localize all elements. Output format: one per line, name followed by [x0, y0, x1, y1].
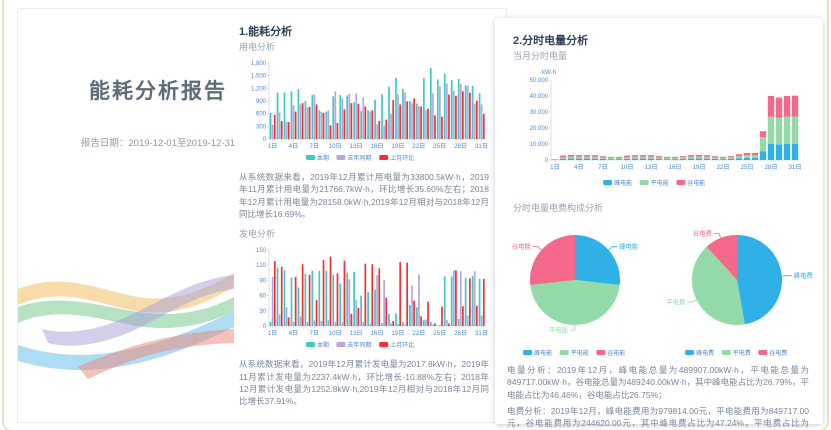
svg-text:本期: 本期 — [317, 154, 329, 162]
svg-text:19日: 19日 — [391, 330, 404, 337]
svg-text:28日: 28日 — [454, 143, 467, 150]
svg-text:19日: 19日 — [692, 164, 705, 171]
usage-analysis-text: 从系统数据来看，2019年12月累计用电量为33800.5kW·h，2019年1… — [239, 172, 489, 219]
svg-text:0: 0 — [545, 158, 549, 164]
svg-text:4日: 4日 — [289, 143, 299, 150]
svg-text:平电能: 平电能 — [571, 349, 589, 357]
svg-text:120: 120 — [256, 263, 267, 269]
section1-heading: 1.能耗分析 — [239, 26, 293, 38]
svg-text:10日: 10日 — [329, 143, 342, 150]
svg-text:峰电费: 峰电费 — [794, 271, 813, 280]
svg-text:7日: 7日 — [309, 143, 319, 150]
svg-text:7日: 7日 — [598, 164, 608, 171]
report-title: 能耗分析报告 — [89, 80, 227, 103]
svg-text:28日: 28日 — [454, 330, 467, 337]
svg-text:平电能: 平电能 — [651, 179, 669, 187]
svg-text:峰电能: 峰电能 — [614, 179, 632, 187]
svg-text:平电能: 平电能 — [549, 325, 569, 334]
svg-text:150: 150 — [256, 248, 267, 254]
svg-text:13日: 13日 — [350, 143, 363, 150]
usage-chart-label: 用电分析 — [239, 42, 276, 52]
generation-chart-label: 发电分析 — [239, 229, 276, 240]
svg-text:1,200: 1,200 — [251, 86, 267, 92]
svg-text:13日: 13日 — [644, 164, 657, 171]
svg-text:10日: 10日 — [620, 164, 633, 171]
svg-text:谷电能: 谷电能 — [687, 179, 705, 187]
svg-text:4日: 4日 — [289, 330, 299, 337]
svg-text:22日: 22日 — [716, 164, 729, 171]
svg-text:峰电费: 峰电费 — [696, 349, 714, 357]
svg-text:去年同期: 去年同期 — [347, 341, 371, 349]
pies-label: 分时电量电费构成分析 — [513, 203, 604, 213]
section-tou-analysis: 2.分时电量分析 当月分时电量 0 10,000 20,000 30,000 40,00… — [495, 18, 823, 430]
svg-text:22日: 22日 — [412, 330, 425, 337]
decorative-ribbons — [18, 273, 234, 379]
section-energy-analysis: 1.能耗分析 用电分析 0 300 600 900 1,200 1,500 1,800 1日 4… — [239, 25, 495, 408]
svg-text:25日: 25日 — [433, 330, 446, 337]
svg-text:31日: 31日 — [475, 330, 488, 337]
svg-text:本期: 本期 — [317, 341, 329, 349]
svg-text:4日: 4日 — [574, 164, 584, 171]
svg-text:1,500: 1,500 — [251, 74, 267, 80]
svg-text:7日: 7日 — [309, 330, 319, 337]
svg-text:0: 0 — [263, 324, 267, 330]
energy-analysis-text: 电量分析：2019年12月，峰电能总量为489907.00kW·h，平电能总量为… — [507, 365, 809, 400]
svg-text:10,000: 10,000 — [530, 142, 549, 148]
svg-text:25日: 25日 — [740, 164, 753, 171]
svg-text:去年同期: 去年同期 — [347, 154, 371, 162]
svg-text:60: 60 — [259, 294, 266, 300]
svg-text:300: 300 — [256, 124, 267, 130]
svg-text:20,000: 20,000 — [530, 126, 549, 132]
svg-text:kW·h: kW·h — [542, 70, 556, 76]
report-page-2: 2.分时电量分析 当月分时电量 0 10,000 20,000 30,000 40,00… — [495, 18, 823, 428]
usage-bar-chart: 0 300 600 900 1,200 1,500 1,800 1日 4日 7日 10日 13日 16日… — [251, 61, 488, 162]
svg-text:谷电费: 谷电费 — [693, 228, 712, 237]
svg-text:上月环比: 上月环比 — [390, 154, 414, 162]
fee-analysis-text: 电费分析：2019年12月，峰电能费用为979814.00元，平电能费用为849… — [507, 405, 809, 429]
svg-text:平电费: 平电费 — [733, 349, 751, 357]
svg-text:16日: 16日 — [370, 330, 383, 337]
svg-text:1,800: 1,800 — [251, 61, 267, 67]
report-page-1: 能耗分析报告 报告日期：2019-12-01至2019-12-31 1.能耗分析… — [17, 8, 507, 423]
svg-text:16日: 16日 — [370, 143, 383, 150]
svg-text:600: 600 — [256, 112, 267, 118]
svg-text:上月环比: 上月环比 — [390, 341, 414, 349]
svg-text:1日: 1日 — [268, 143, 278, 150]
svg-text:1日: 1日 — [550, 164, 560, 171]
svg-text:峰电能: 峰电能 — [619, 242, 639, 251]
pie-charts-row: 峰电能 平电能 谷电能 峰电能 平电能 谷电能 峰电费 平电费 谷电费 峰电费 平电费 谷电费 — [495, 216, 823, 360]
svg-text:30,000: 30,000 — [530, 110, 549, 116]
section2-heading: 2.分时电量分析 — [513, 35, 589, 47]
svg-text:10日: 10日 — [329, 330, 342, 337]
svg-text:900: 900 — [256, 99, 267, 105]
svg-text:平电费: 平电费 — [666, 297, 685, 306]
svg-text:谷电费: 谷电费 — [769, 349, 787, 357]
svg-text:谷电能: 谷电能 — [512, 242, 532, 251]
svg-text:25日: 25日 — [433, 143, 446, 150]
svg-text:22日: 22日 — [412, 143, 425, 150]
svg-text:31日: 31日 — [475, 143, 488, 150]
svg-text:31日: 31日 — [788, 164, 801, 171]
svg-text:1日: 1日 — [268, 330, 278, 337]
svg-text:40,000: 40,000 — [530, 94, 549, 100]
report-date: 报告日期：2019-12-01至2019-12-31 — [80, 138, 236, 149]
generation-analysis-text: 从系统数据来看，2019年12月累计发电量为2017.8kW·h，2019年11… — [239, 359, 489, 407]
svg-text:谷电能: 谷电能 — [607, 349, 625, 357]
svg-text:峰电能: 峰电能 — [534, 349, 552, 357]
svg-text:30: 30 — [259, 309, 266, 315]
tou-stacked-bar-chart: 0 10,000 20,000 30,000 40,000 50,000 1日 4日 7日 10日… — [530, 70, 802, 187]
svg-text:13日: 13日 — [350, 330, 363, 337]
svg-text:90: 90 — [259, 279, 266, 285]
svg-text:28日: 28日 — [764, 164, 777, 171]
svg-text:50,000: 50,000 — [530, 78, 549, 84]
generation-bar-chart: 0 30 60 90 120 150 1日 4日 7日 10日 13日 16日 19日 22日 25日 28日… — [256, 248, 488, 349]
svg-text:16日: 16日 — [668, 164, 681, 171]
tou-chart-label: 当月分时电量 — [513, 51, 568, 61]
svg-text:19日: 19日 — [391, 143, 404, 150]
svg-text:0: 0 — [263, 137, 267, 143]
